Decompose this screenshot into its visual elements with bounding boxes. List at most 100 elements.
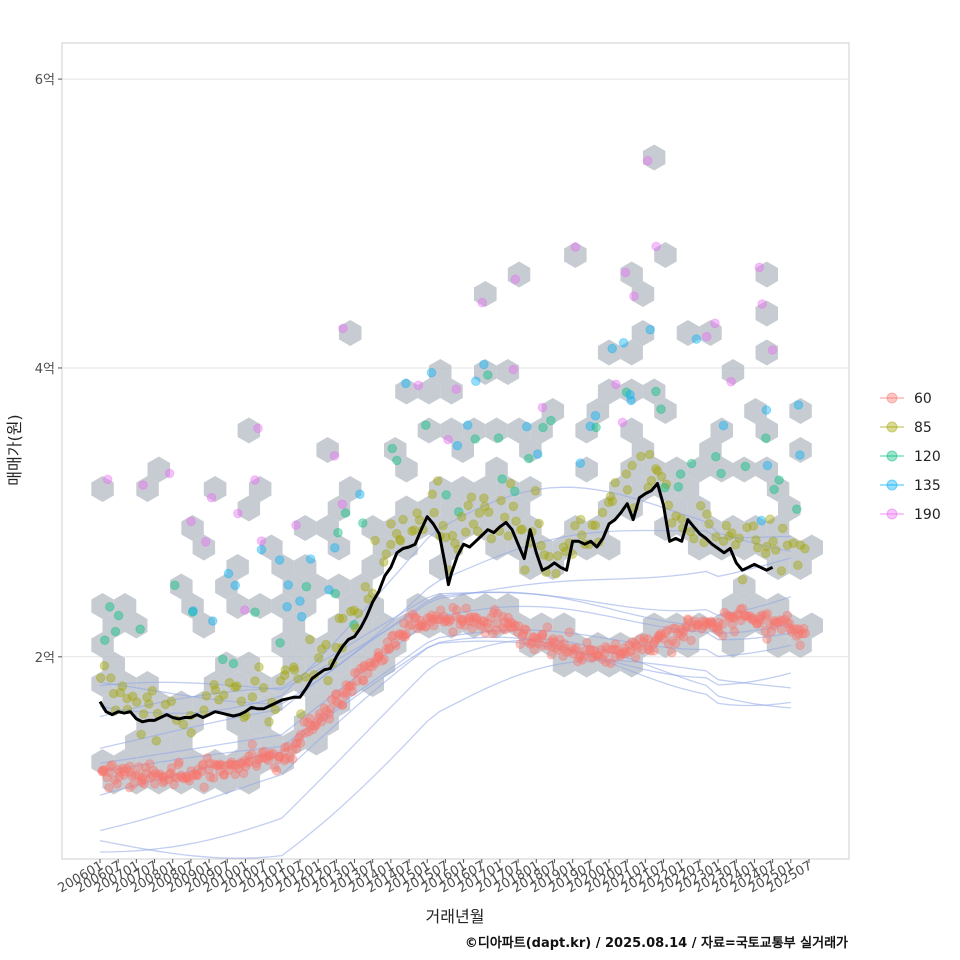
data-point [579,650,589,661]
data-point [289,665,300,675]
data-point [701,331,712,342]
data-point [517,631,528,641]
hex-bin [665,612,688,639]
data-point [681,620,692,631]
data-point [353,668,363,678]
data-point [642,640,653,651]
data-point [643,644,654,655]
hex-bin [755,534,778,561]
hex-bin [710,534,733,561]
data-point [199,705,209,715]
data-point [567,643,578,654]
data-point [777,523,788,534]
data-point [591,649,602,660]
hex-bin [91,632,114,658]
data-point [144,699,154,709]
data-point [537,402,548,413]
data-point [697,624,707,634]
data-point [483,507,494,518]
data-point [671,638,681,649]
hex-bin [755,339,778,366]
hex-bin [631,320,655,346]
data-point [205,772,216,782]
data-point [373,648,384,658]
data-point [445,615,456,625]
data-point [725,613,735,623]
data-point [475,619,485,630]
data-point [102,474,113,485]
data-point [700,617,710,627]
data-point [544,551,554,562]
legend-label-190: 190 [914,507,941,523]
data-point [147,686,158,696]
data-point [629,291,639,302]
data-point [496,495,506,506]
hex-bin [733,456,756,483]
legend-key-190 [886,508,898,520]
hex-bin [271,554,294,580]
data-point [800,628,811,639]
data-point [632,643,643,653]
data-point [374,651,384,662]
data-point [409,525,420,535]
data-point [711,451,721,462]
hex-bin [271,632,294,658]
data-point [138,480,148,490]
data-point [209,679,219,690]
hex-bin [248,593,272,619]
data-point [381,644,391,655]
data-point [273,754,284,764]
data-point [639,633,650,643]
data-point [420,621,430,631]
data-point [685,526,696,537]
data-point [305,713,315,724]
hex-bin [316,515,339,541]
data-point [710,318,720,329]
data-point [139,779,149,789]
data-point [651,386,661,397]
data-point [125,761,135,772]
hex-bin [541,554,565,580]
hex-bin [687,534,711,561]
data-point [253,754,263,765]
data-point [765,514,775,525]
data-point [347,686,358,697]
hex-bin [237,651,261,678]
data-point [181,771,191,782]
data-point [237,759,247,769]
data-point [724,531,735,541]
data-point [704,519,714,529]
data-point [597,654,608,665]
data-point [426,610,437,620]
data-point [486,533,497,544]
data-point [215,759,225,770]
data-point [145,759,155,769]
hex-bin [766,632,790,658]
data-point [280,665,291,675]
data-point [416,621,427,631]
hex-bin [361,515,384,541]
hex-bin [699,320,722,346]
data-point [620,267,631,278]
data-point [294,732,304,743]
data-point [425,613,435,623]
data-point [447,530,458,541]
data-point [768,620,779,631]
hex-bin [395,456,418,483]
data-point [236,696,247,707]
median-line-layer [98,482,774,724]
data-point [519,624,530,634]
data-point [703,617,714,628]
hex-bin [597,339,621,366]
data-point [127,770,137,781]
hex-bin [474,593,497,619]
data-point [134,771,144,781]
data-point [754,262,765,273]
data-point [358,675,368,685]
data-point [766,626,777,637]
data-point [565,646,575,656]
data-point [620,648,631,659]
data-point [107,760,117,770]
data-point [788,538,799,549]
data-point [714,617,724,628]
